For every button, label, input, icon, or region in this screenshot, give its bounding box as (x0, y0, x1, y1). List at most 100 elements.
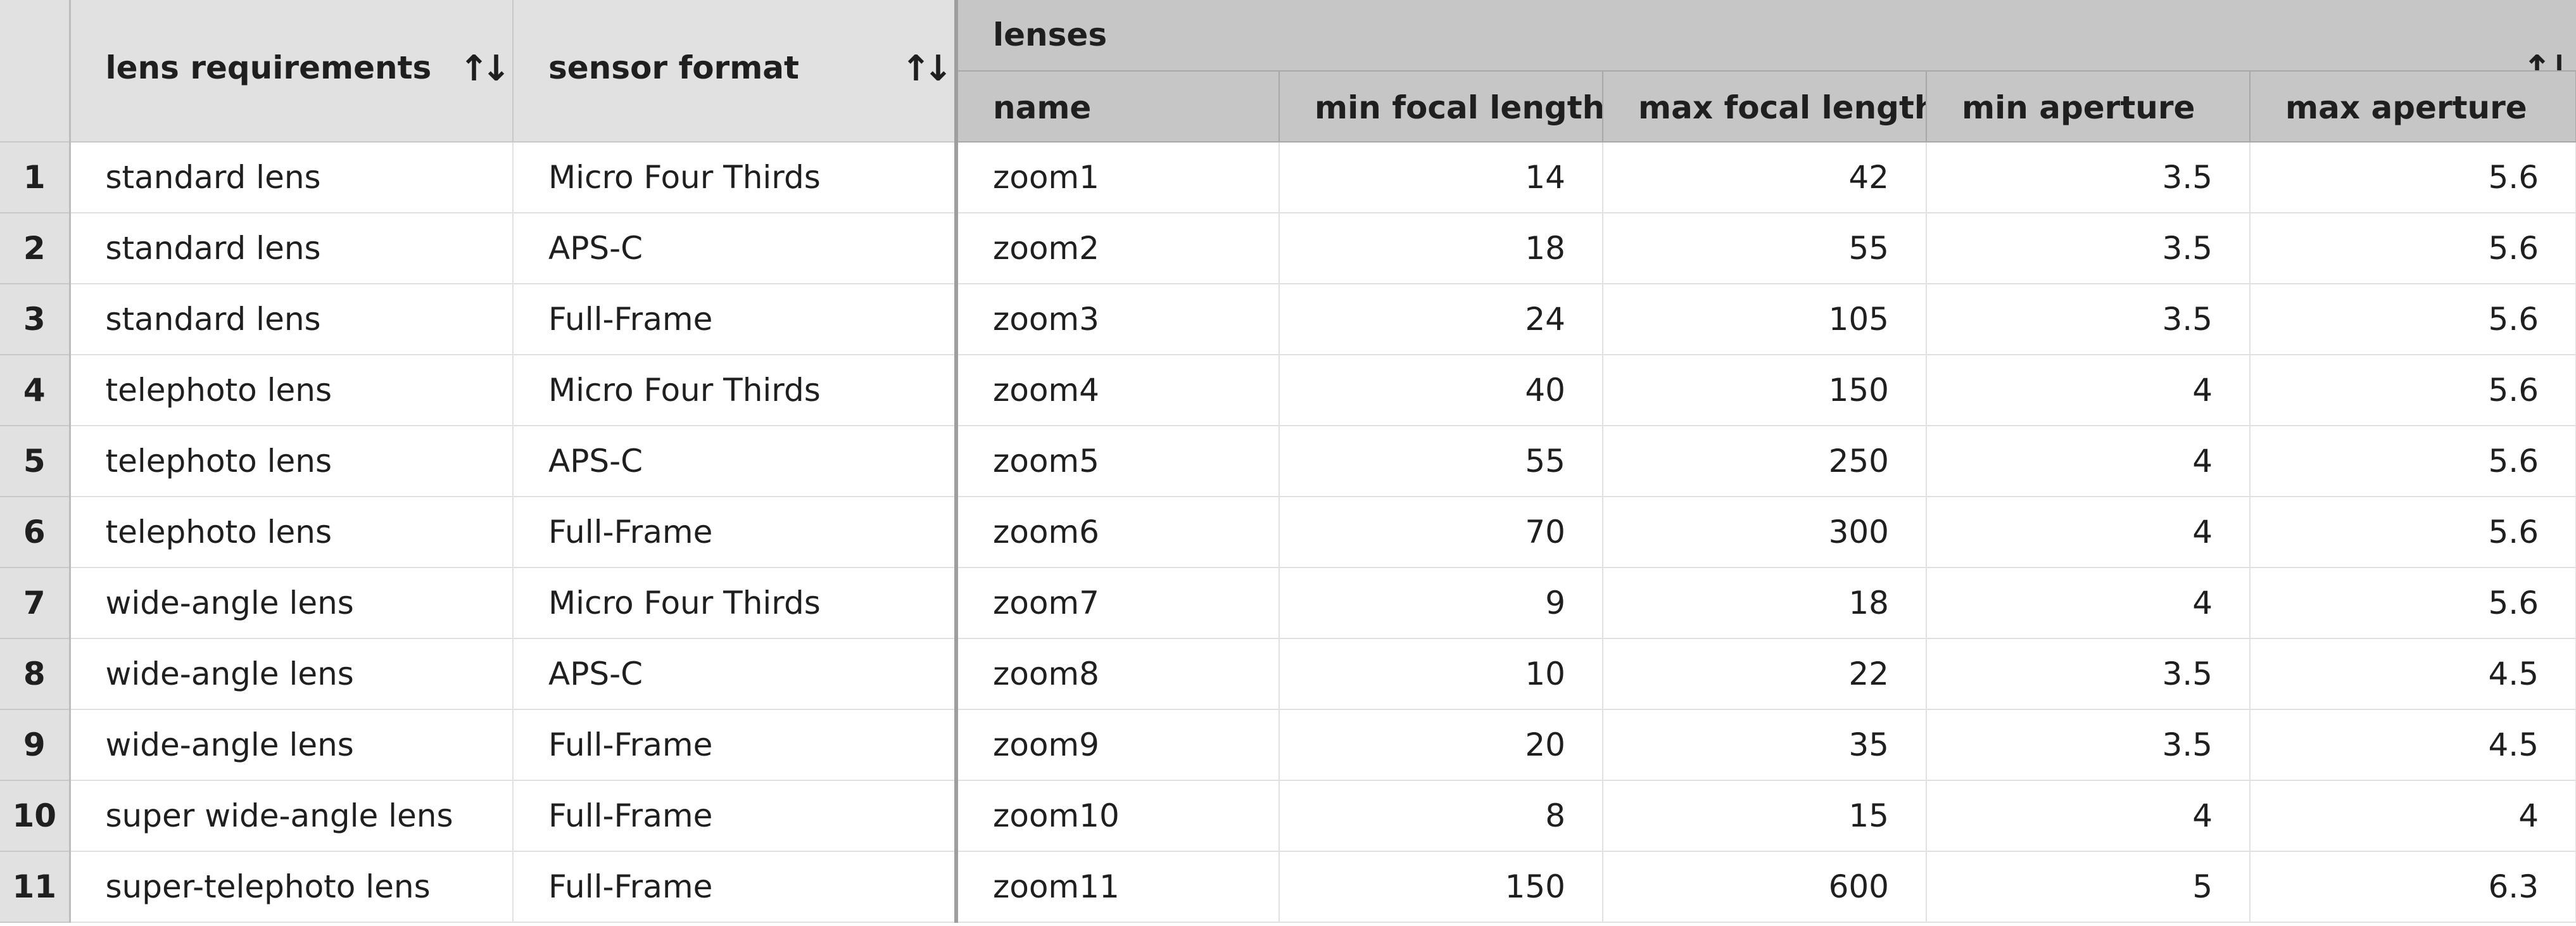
cell-sensor-format[interactable]: APS-C (513, 638, 957, 710)
cell-max-aperture[interactable]: 5.6 (2250, 142, 2576, 213)
cell-name[interactable]: zoom7 (954, 568, 1280, 639)
cell-min-focal-length[interactable]: 8 (1279, 780, 1603, 852)
row-index[interactable]: 5 (0, 426, 71, 497)
cell-sensor-format[interactable]: Micro Four Thirds (513, 568, 957, 639)
cell-min-focal-length[interactable]: 150 (1279, 851, 1603, 923)
cell-min-aperture[interactable]: 3.5 (1926, 142, 2251, 213)
cell-max-focal-length[interactable]: 600 (1603, 851, 1927, 923)
row-index[interactable]: 7 (0, 568, 71, 639)
cell-min-focal-length[interactable]: 20 (1279, 709, 1603, 781)
cell-min-focal-length[interactable]: 18 (1279, 213, 1603, 284)
column-header-max-focal-length[interactable]: max focal length (1603, 71, 1927, 143)
row-index[interactable]: 11 (0, 851, 71, 923)
cell-name[interactable]: zoom3 (954, 284, 1280, 355)
cell-max-aperture[interactable]: 5.6 (2250, 568, 2576, 639)
cell-max-focal-length[interactable]: 250 (1603, 426, 1927, 497)
cell-name[interactable]: zoom4 (954, 355, 1280, 426)
row-index[interactable]: 9 (0, 709, 71, 781)
cell-min-aperture[interactable]: 3.5 (1926, 638, 2251, 710)
cell-lens-requirements[interactable]: telephoto lens (70, 497, 514, 568)
cell-name[interactable]: zoom11 (954, 851, 1280, 923)
column-header-max-aperture[interactable]: max aperture (2250, 71, 2576, 143)
sort-icon[interactable]: ↑↓ (2522, 48, 2574, 71)
cell-sensor-format[interactable]: Full-Frame (513, 497, 957, 568)
cell-min-aperture[interactable]: 5 (1926, 851, 2251, 923)
cell-min-focal-length[interactable]: 14 (1279, 142, 1603, 213)
cell-max-focal-length[interactable]: 55 (1603, 213, 1927, 284)
cell-min-aperture[interactable]: 3.5 (1926, 709, 2251, 781)
cell-max-aperture[interactable]: 5.6 (2250, 426, 2576, 497)
cell-name[interactable]: zoom6 (954, 497, 1280, 568)
cell-min-aperture[interactable]: 3.5 (1926, 284, 2251, 355)
cell-sensor-format[interactable]: Micro Four Thirds (513, 142, 957, 213)
cell-sensor-format[interactable]: Full-Frame (513, 284, 957, 355)
cell-max-aperture[interactable]: 5.6 (2250, 497, 2576, 568)
cell-sensor-format[interactable]: APS-C (513, 426, 957, 497)
cell-min-focal-length[interactable]: 10 (1279, 638, 1603, 710)
row-index[interactable]: 2 (0, 213, 71, 284)
cell-max-focal-length[interactable]: 42 (1603, 142, 1927, 213)
cell-max-aperture[interactable]: 4.5 (2250, 638, 2576, 710)
cell-sensor-format[interactable]: Micro Four Thirds (513, 355, 957, 426)
table-row: 8 wide-angle lens APS-C zoom8 10 22 3.5 … (0, 638, 2576, 710)
cell-max-aperture[interactable]: 4 (2250, 780, 2576, 852)
sort-icon[interactable]: ↑↓ (459, 48, 511, 89)
cell-name[interactable]: zoom2 (954, 213, 1280, 284)
cell-min-aperture[interactable]: 3.5 (1926, 213, 2251, 284)
column-group-header-lenses[interactable]: lenses ↑↓ (954, 0, 2576, 72)
column-header-name[interactable]: name (954, 71, 1280, 143)
cell-max-aperture[interactable]: 5.6 (2250, 355, 2576, 426)
sort-icon[interactable]: ↑↓ (901, 48, 953, 89)
row-index[interactable]: 1 (0, 142, 71, 213)
cell-sensor-format[interactable]: Full-Frame (513, 780, 957, 852)
cell-lens-requirements[interactable]: standard lens (70, 284, 514, 355)
cell-name[interactable]: zoom1 (954, 142, 1280, 213)
cell-min-focal-length[interactable]: 9 (1279, 568, 1603, 639)
cell-lens-requirements[interactable]: super wide-angle lens (70, 780, 514, 852)
cell-min-aperture[interactable]: 4 (1926, 780, 2251, 852)
cell-lens-requirements[interactable]: wide-angle lens (70, 638, 514, 710)
cell-max-focal-length[interactable]: 105 (1603, 284, 1927, 355)
row-index[interactable]: 8 (0, 638, 71, 710)
cell-lens-requirements[interactable]: telephoto lens (70, 355, 514, 426)
cell-sensor-format[interactable]: Full-Frame (513, 709, 957, 781)
cell-max-aperture[interactable]: 5.6 (2250, 284, 2576, 355)
cell-sensor-format[interactable]: APS-C (513, 213, 957, 284)
cell-max-focal-length[interactable]: 15 (1603, 780, 1927, 852)
row-index[interactable]: 10 (0, 780, 71, 852)
cell-max-focal-length[interactable]: 35 (1603, 709, 1927, 781)
cell-max-focal-length[interactable]: 150 (1603, 355, 1927, 426)
cell-sensor-format[interactable]: Full-Frame (513, 851, 957, 923)
cell-min-aperture[interactable]: 4 (1926, 355, 2251, 426)
cell-max-focal-length[interactable]: 22 (1603, 638, 1927, 710)
column-header-lens-requirements[interactable]: lens requirements ↑↓ (70, 0, 514, 143)
cell-min-focal-length[interactable]: 55 (1279, 426, 1603, 497)
cell-lens-requirements[interactable]: super-telephoto lens (70, 851, 514, 923)
cell-max-aperture[interactable]: 6.3 (2250, 851, 2576, 923)
cell-min-focal-length[interactable]: 40 (1279, 355, 1603, 426)
cell-max-focal-length[interactable]: 18 (1603, 568, 1927, 639)
cell-lens-requirements[interactable]: wide-angle lens (70, 709, 514, 781)
cell-name[interactable]: zoom8 (954, 638, 1280, 710)
cell-name[interactable]: zoom9 (954, 709, 1280, 781)
cell-min-focal-length[interactable]: 24 (1279, 284, 1603, 355)
cell-max-focal-length[interactable]: 300 (1603, 497, 1927, 568)
row-index[interactable]: 3 (0, 284, 71, 355)
cell-lens-requirements[interactable]: telephoto lens (70, 426, 514, 497)
cell-max-aperture[interactable]: 5.6 (2250, 213, 2576, 284)
cell-name[interactable]: zoom5 (954, 426, 1280, 497)
cell-name[interactable]: zoom10 (954, 780, 1280, 852)
cell-lens-requirements[interactable]: standard lens (70, 213, 514, 284)
column-header-sensor-format[interactable]: sensor format ↑↓ (513, 0, 957, 143)
cell-min-focal-length[interactable]: 70 (1279, 497, 1603, 568)
cell-lens-requirements[interactable]: standard lens (70, 142, 514, 213)
cell-max-aperture[interactable]: 4.5 (2250, 709, 2576, 781)
cell-min-aperture[interactable]: 4 (1926, 426, 2251, 497)
cell-min-aperture[interactable]: 4 (1926, 497, 2251, 568)
column-header-min-aperture[interactable]: min aperture (1926, 71, 2251, 143)
column-header-min-focal-length[interactable]: min focal length (1279, 71, 1603, 143)
row-index[interactable]: 4 (0, 355, 71, 426)
cell-lens-requirements[interactable]: wide-angle lens (70, 568, 514, 639)
cell-min-aperture[interactable]: 4 (1926, 568, 2251, 639)
row-index[interactable]: 6 (0, 497, 71, 568)
